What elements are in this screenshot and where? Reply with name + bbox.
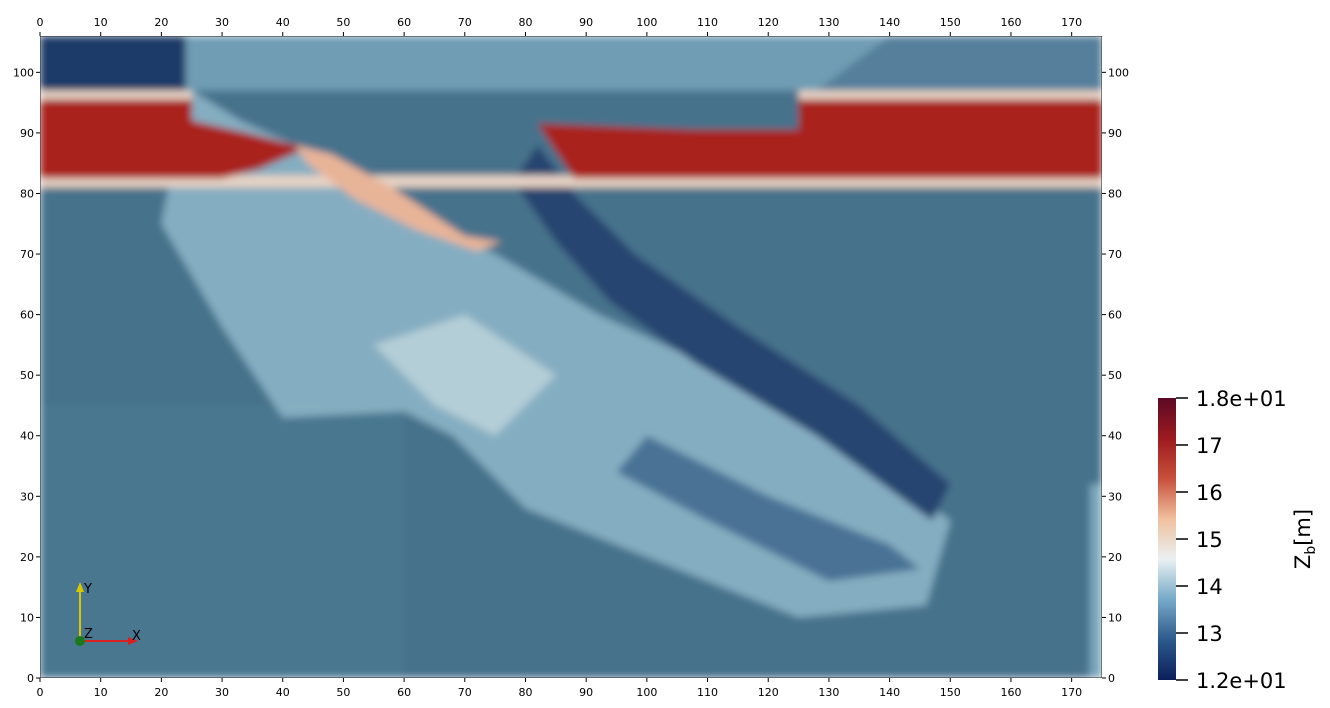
x-tick-label: 170 [1061, 686, 1082, 699]
x-tick-label: 140 [879, 16, 900, 29]
y-tick-label: 30 [1108, 490, 1122, 503]
x-tick-label: 30 [215, 16, 229, 29]
x-tick-label: 160 [1000, 16, 1021, 29]
colorbar-unit: [m] [1291, 509, 1315, 546]
x-tick-label: 120 [758, 686, 779, 699]
x-tick-label: 130 [818, 686, 839, 699]
colorbar-tick-label: 15 [1196, 528, 1223, 552]
y-tick-label: 50 [20, 369, 34, 382]
x-tick-label: 110 [697, 16, 718, 29]
x-arrow-head [128, 637, 138, 645]
x-tick-label: 70 [458, 16, 472, 29]
x-tick-label: 20 [154, 686, 168, 699]
y-tick-label: 80 [20, 187, 34, 200]
x-tick-label: 10 [94, 686, 108, 699]
x-tick-label: 20 [154, 16, 168, 29]
colorbar-tick-label: 14 [1196, 575, 1223, 599]
y-tick-label: 60 [20, 309, 34, 322]
colorbar-tick-label: 1.8e+01 [1196, 387, 1287, 411]
x-tick-label: 140 [879, 686, 900, 699]
orient-label: Z [84, 627, 93, 642]
x-tick-label: 150 [940, 16, 961, 29]
y-tick-label: 20 [1108, 551, 1122, 564]
x-tick-label: 30 [215, 686, 229, 699]
y-tick-label: 10 [1108, 611, 1122, 624]
x-tick-label: 40 [276, 16, 290, 29]
y-tick-label: 60 [1108, 309, 1122, 322]
y-tick-label: 40 [1108, 430, 1122, 443]
orientation-axes: Y X Z [75, 582, 141, 646]
colorbar-symbol: Z [1291, 555, 1315, 569]
y-tick-label: 0 [27, 672, 34, 685]
x-tick-label: 170 [1061, 16, 1082, 29]
orient-label: Y [83, 582, 92, 597]
x-tick-label: 50 [336, 686, 350, 699]
colorbar-tick-label: 13 [1196, 622, 1223, 646]
field-image [40, 36, 1102, 678]
colorbar-subscript: b [1303, 546, 1319, 555]
colorbar-tick-label: 16 [1196, 481, 1223, 505]
y-tick-label: 20 [20, 551, 34, 564]
x-tick-label: 50 [336, 16, 350, 29]
y-tick-label: 90 [1108, 127, 1122, 140]
x-tick-label: 0 [37, 686, 44, 699]
x-tick-label: 90 [579, 686, 593, 699]
y-tick-label: 70 [20, 248, 34, 261]
x-tick-label: 70 [458, 686, 472, 699]
x-tick-label: 110 [697, 686, 718, 699]
x-tick-label: 130 [818, 16, 839, 29]
y-tick-label: 10 [20, 611, 34, 624]
x-tick-label: 60 [397, 686, 411, 699]
y-tick-label: 100 [13, 66, 34, 79]
colorbar-title: Zb[m] [1291, 509, 1319, 569]
x-tick-label: 150 [940, 686, 961, 699]
y-tick-label: 80 [1108, 187, 1122, 200]
y-tick-label: 100 [1108, 66, 1129, 79]
y-tick-label: 0 [1108, 672, 1115, 685]
y-tick-label: 90 [20, 127, 34, 140]
x-tick-label: 100 [636, 16, 657, 29]
z-axis-dot [75, 636, 85, 646]
x-tick-label: 60 [397, 16, 411, 29]
y-tick-label: 70 [1108, 248, 1122, 261]
x-tick-label: 40 [276, 686, 290, 699]
colorbar [1158, 398, 1176, 680]
x-tick-label: 0 [37, 16, 44, 29]
colorbar-tick-label: 17 [1196, 434, 1223, 458]
x-tick-label: 100 [636, 686, 657, 699]
x-tick-label: 90 [579, 16, 593, 29]
y-tick-label: 30 [20, 490, 34, 503]
orient-label: X [132, 629, 141, 644]
colorbar-tick-label: 1.2e+01 [1196, 669, 1287, 693]
x-tick-label: 160 [1000, 686, 1021, 699]
x-tick-label: 80 [518, 16, 532, 29]
x-tick-label: 120 [758, 16, 779, 29]
y-arrow-head [76, 582, 84, 592]
y-tick-label: 40 [20, 430, 34, 443]
x-tick-label: 80 [518, 686, 532, 699]
x-tick-label: 10 [94, 16, 108, 29]
y-tick-label: 50 [1108, 369, 1122, 382]
